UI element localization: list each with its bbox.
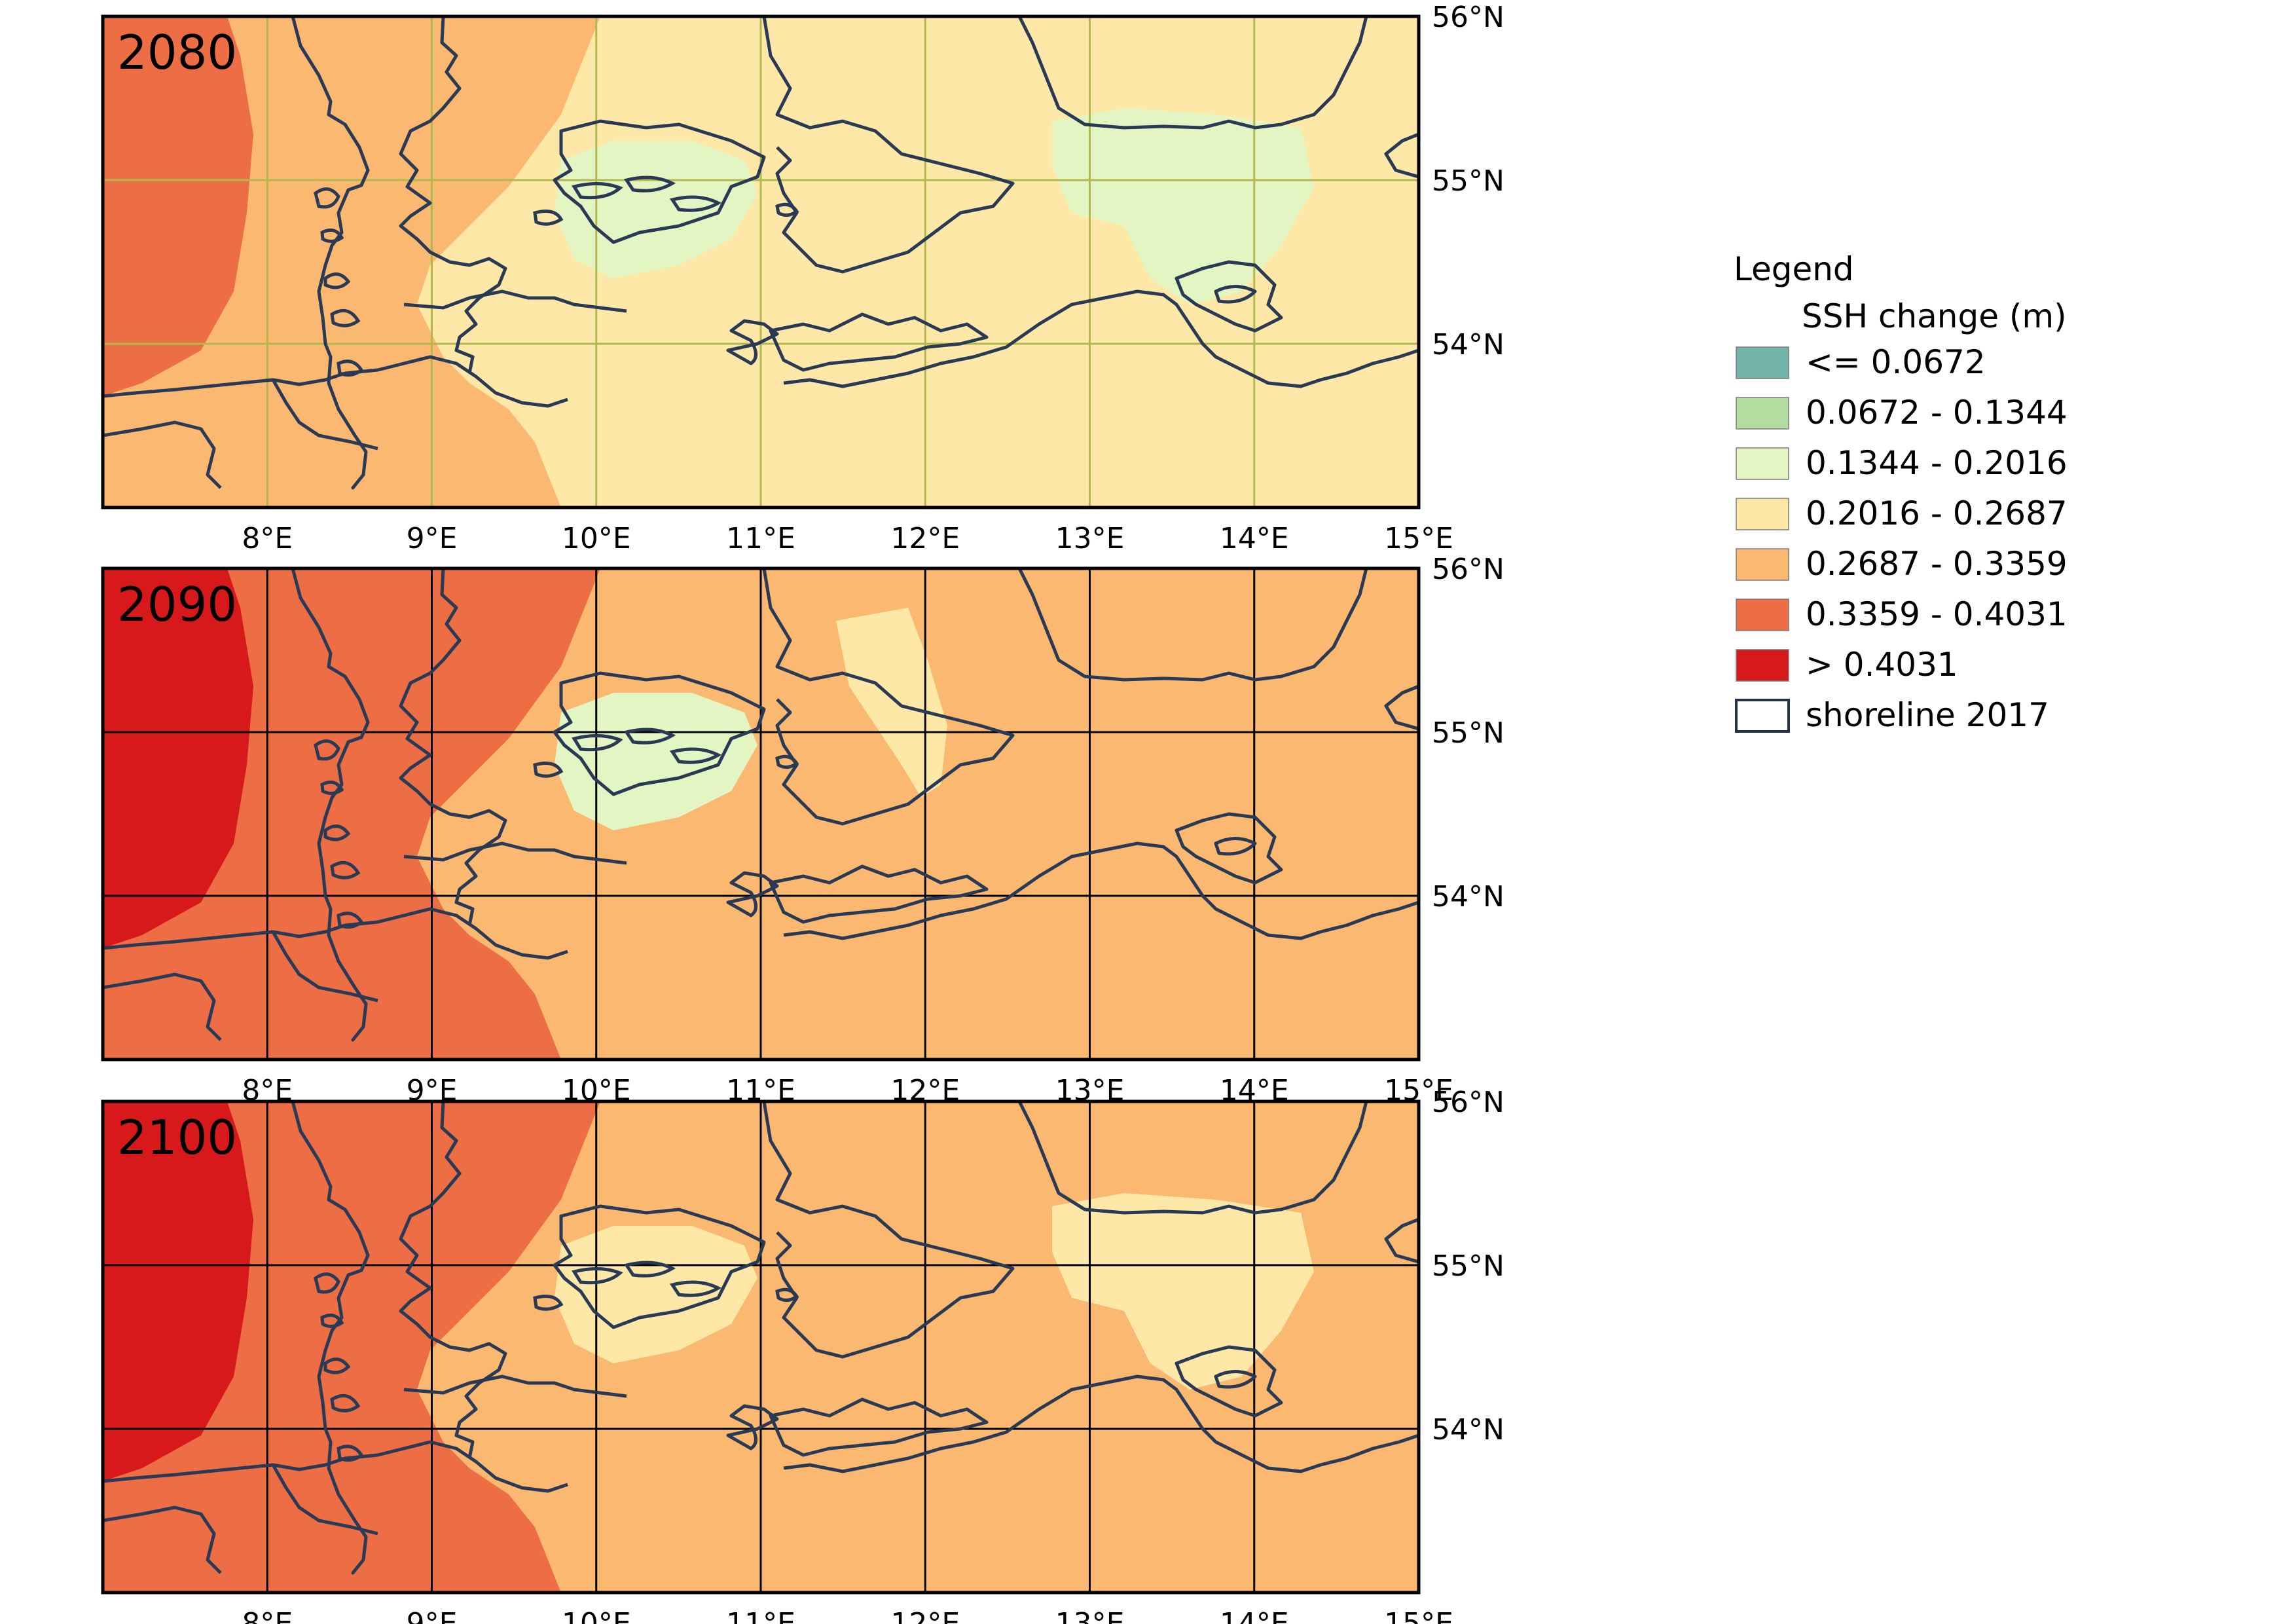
zone-offshore-west (103, 16, 253, 396)
y-tick-label: 56°N (1432, 1, 1504, 34)
y-tick-label: 54°N (1432, 328, 1504, 361)
legend-item: 0.0672 - 0.1344 (1736, 394, 2068, 432)
x-tick-label: 15°E (1384, 522, 1453, 555)
legend-item: 0.2687 - 0.3359 (1736, 545, 2068, 583)
map-panel-2080: 2080 8°E 9°E 10°E 11°E 12°E 13°E 14°E 15°E 56°N 55… (101, 1, 1504, 555)
legend-item: shoreline 2017 (1735, 696, 2049, 734)
map-frame (101, 566, 1421, 1061)
legend-item: > 0.4031 (1736, 646, 1958, 684)
legend-item: 0.2016 - 0.2687 (1736, 494, 2068, 532)
x-tick-label: 9°E (407, 522, 458, 555)
legend-label: 0.0672 - 0.1344 (1806, 394, 2068, 432)
legend-swatch (1736, 346, 1789, 379)
zone-pomeranian-bay (1052, 108, 1314, 304)
year-label: 2100 (117, 1110, 237, 1165)
legend-subtitle: SSH change (m) (1802, 297, 2067, 335)
legend-label: 0.1344 - 0.2016 (1806, 444, 2068, 482)
zone-belt-sea (555, 693, 757, 830)
x-tick-label: 14°E (1220, 522, 1289, 555)
legend-swatch (1736, 498, 1789, 530)
y-tick-label: 55°N (1432, 1249, 1504, 1283)
x-tick-label: 8°E (242, 1607, 293, 1624)
x-tick-label: 14°E (1220, 1607, 1289, 1624)
legend-swatch (1736, 649, 1789, 682)
y-tick-label: 55°N (1432, 164, 1504, 198)
legend-title: Legend (1734, 250, 1854, 288)
legend-swatch (1736, 447, 1789, 480)
y-tick-label: 55°N (1432, 716, 1504, 750)
zone-belt-sea (555, 1226, 757, 1363)
x-tick-label: 13°E (1055, 1607, 1125, 1624)
x-tick-label: 15°E (1384, 1607, 1453, 1624)
y-tick-label: 54°N (1432, 880, 1504, 913)
legend-swatch (1736, 548, 1789, 581)
zone-baltic-north (836, 608, 947, 798)
x-tick-label: 12°E (890, 1607, 960, 1624)
zone-belt-sea (555, 141, 757, 278)
x-tick-label: 8°E (242, 522, 293, 555)
year-label: 2080 (117, 25, 237, 80)
x-tick-label: 11°E (726, 522, 795, 555)
legend-label: shoreline 2017 (1806, 696, 2049, 734)
legend-label: 0.3359 - 0.4031 (1806, 595, 2068, 633)
zone-offshore-west (103, 1101, 253, 1481)
legend-swatch (1736, 397, 1789, 430)
legend-swatch (1736, 599, 1789, 631)
legend-item: <= 0.0672 (1736, 343, 1986, 381)
x-tick-label: 10°E (562, 522, 631, 555)
map-frame (101, 1099, 1421, 1595)
x-tick-label: 9°E (407, 1607, 458, 1624)
legend-label: 0.2687 - 0.3359 (1806, 545, 2068, 583)
legend-swatch (1735, 699, 1790, 733)
legend-label: <= 0.0672 (1806, 343, 1986, 381)
map-frame (101, 14, 1421, 509)
legend-label: 0.2016 - 0.2687 (1806, 494, 2068, 532)
legend: Legend SSH change (m) <= 0.0672 0.0672 - … (1734, 250, 2068, 734)
y-tick-label: 56°N (1432, 553, 1504, 586)
legend-item: 0.1344 - 0.2016 (1736, 444, 2068, 482)
x-tick-label: 12°E (890, 522, 960, 555)
map-panel-2100: 2100 8°E 9°E 10°E 11°E 12°E 13°E 14°E 15°E 56°N 55… (101, 1086, 1504, 1624)
x-tick-label: 10°E (562, 1607, 631, 1624)
legend-label: > 0.4031 (1806, 646, 1958, 684)
legend-item: 0.3359 - 0.4031 (1736, 595, 2068, 633)
x-tick-label: 11°E (726, 1607, 795, 1624)
zone-pomeranian-bay (1052, 1193, 1314, 1390)
year-label: 2090 (117, 577, 237, 632)
y-tick-label: 54°N (1432, 1413, 1504, 1447)
y-tick-label: 56°N (1432, 1086, 1504, 1119)
x-tick-label: 13°E (1055, 522, 1125, 555)
zone-offshore-west (103, 568, 253, 948)
zone-baltic (417, 568, 1419, 1060)
